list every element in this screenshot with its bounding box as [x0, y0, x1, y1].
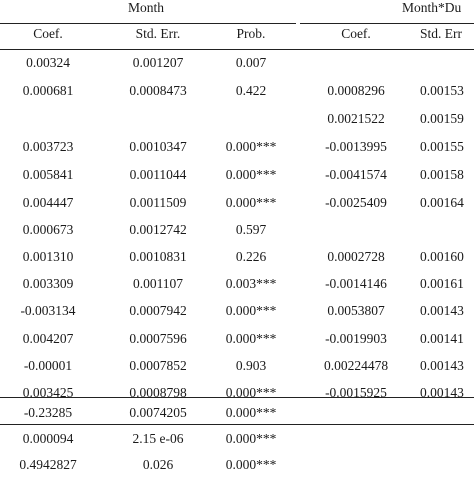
rule-under-group-month-dummy	[300, 23, 474, 24]
table-cell: 0.0053807	[327, 303, 385, 318]
table-cell: 0.4942827	[19, 457, 77, 472]
table-cell: 0.007	[235, 55, 267, 70]
table-cell: 0.004447	[22, 195, 74, 210]
table-cell: 0.422	[235, 83, 267, 98]
table-row: 0.0021522 0.00159	[0, 111, 474, 139]
table-cell: 0.597	[235, 222, 267, 237]
table-row: 0.003723 0.0010347 0.000*** -0.0013995 0.001…	[0, 139, 474, 167]
table-row: -0.003134 0.0007942 0.000*** 0.0053807 0.001…	[0, 303, 474, 331]
table-cell: -0.23285	[23, 405, 73, 420]
table-cell: 0.0011044	[129, 167, 187, 182]
col-header-coef-2: Coef.	[341, 26, 371, 41]
table-cell: -0.0014146	[325, 276, 387, 291]
table-row: 0.004207 0.0007596 0.000*** -0.0019903 0.001…	[0, 331, 474, 359]
table-row: 0.001310 0.0010831 0.226 0.0002728 0.00160	[0, 249, 474, 277]
table-cell: 0.0008296	[327, 83, 385, 98]
table-row: 0.00324 0.001207 0.007	[0, 55, 474, 83]
table-cell: 0.004207	[22, 331, 74, 346]
header-group-month-dummy: Month*Du	[402, 0, 462, 15]
table-cell: 0.0007942	[129, 303, 187, 318]
table-cell: 0.00324	[26, 55, 70, 70]
table-cell: 2.15 e-06	[132, 431, 184, 446]
table-cell: -0.003134	[20, 303, 76, 318]
table-cell: 0.0010831	[129, 249, 187, 264]
table-cell: 0.000681	[22, 83, 74, 98]
table-cell: 0.0012742	[129, 222, 187, 237]
table-cell: 0.0007596	[129, 331, 187, 346]
table-cell: 0.00158	[420, 167, 464, 182]
table-cell: 0.00141	[420, 331, 464, 346]
table-cell: 0.000***	[225, 385, 277, 400]
table-cell: 0.0074205	[129, 405, 187, 420]
table-cell: 0.00143	[420, 303, 464, 318]
table-cell: 0.0008473	[129, 83, 187, 98]
table-cell: 0.903	[235, 358, 267, 373]
table-cell: 0.001310	[22, 249, 74, 264]
table-cell: -0.0013995	[325, 139, 387, 154]
table-cell: 0.000***	[225, 195, 277, 210]
table-cell: 0.00164	[420, 195, 464, 210]
table-cell: 0.005841	[22, 167, 74, 182]
table-cell: 0.003425	[22, 385, 74, 400]
col-header-prob: Prob.	[236, 26, 266, 41]
table-row: -0.23285 0.0074205 0.000***	[0, 405, 474, 433]
table-cell: 0.0011509	[129, 195, 187, 210]
table-cell: 0.00161	[420, 276, 464, 291]
table-cell: 0.00160	[420, 249, 464, 264]
table-cell: 0.00155	[420, 139, 464, 154]
table-row: 0.4942827 0.026 0.000***	[0, 457, 474, 485]
rule-before-row-15	[0, 424, 474, 425]
table-cell: 0.0008798	[129, 385, 187, 400]
table-cell: 0.226	[235, 249, 267, 264]
col-header-coef-1: Coef.	[33, 26, 63, 41]
table-cell: 0.000***	[225, 405, 277, 420]
table-row: 0.004447 0.0011509 0.000*** -0.0025409 0.001…	[0, 195, 474, 223]
table-cell: 0.000***	[225, 457, 277, 472]
table-cell: 0.000094	[22, 431, 74, 446]
table-cell: 0.000***	[225, 331, 277, 346]
table-cell: 0.003723	[22, 139, 74, 154]
table-cell: 0.000***	[225, 139, 277, 154]
table-row: 0.003309 0.001107 0.003*** -0.0014146 0.0016…	[0, 276, 474, 304]
table-cell: 0.003309	[22, 276, 74, 291]
table-cell: 0.0010347	[129, 139, 187, 154]
table-cell: 0.0007852	[129, 358, 187, 373]
table-cell: 0.00143	[420, 358, 464, 373]
table-cell: 0.000673	[22, 222, 74, 237]
table-cell: 0.001107	[132, 276, 184, 291]
table-row: 0.000673 0.0012742 0.597	[0, 222, 474, 250]
table-cell: 0.000***	[225, 167, 277, 182]
table-cell: 0.000***	[225, 303, 277, 318]
table-cell: 0.00143	[420, 385, 464, 400]
rule-under-column-headers	[0, 49, 474, 50]
table-row: -0.00001 0.0007852 0.903 0.00224478 0.00143	[0, 358, 474, 386]
table-cell: -0.0015925	[325, 385, 387, 400]
table-cell: -0.0041574	[325, 167, 387, 182]
header-group-month: Month	[128, 0, 165, 15]
table-cell: 0.0021522	[327, 111, 385, 126]
table-row: 0.003425 0.0008798 0.000*** -0.0015925 0.001…	[0, 385, 474, 413]
table-cell: -0.0019903	[325, 331, 387, 346]
table-cell: 0.003***	[225, 276, 277, 291]
rule-before-row-14	[0, 397, 474, 398]
table-cell: 0.00224478	[323, 358, 389, 373]
table-row: 0.000681 0.0008473 0.422 0.0008296 0.00153	[0, 83, 474, 111]
table-cell: 0.026	[142, 457, 174, 472]
table-cell: 0.00153	[420, 83, 464, 98]
table-row: 0.000094 2.15 e-06 0.000***	[0, 431, 474, 459]
rule-under-group-month	[0, 23, 296, 24]
col-header-stderr-2: Std. Err	[420, 26, 462, 41]
table-cell: 0.0002728	[327, 249, 385, 264]
col-header-stderr-1: Std. Err.	[135, 26, 181, 41]
table-cell: -0.0025409	[325, 195, 387, 210]
table-cell: -0.00001	[23, 358, 73, 373]
table-cell: 0.00159	[420, 111, 464, 126]
table-row: 0.005841 0.0011044 0.000*** -0.0041574 0.001…	[0, 167, 474, 195]
table-cell: 0.000***	[225, 431, 277, 446]
table-cell: 0.001207	[132, 55, 184, 70]
